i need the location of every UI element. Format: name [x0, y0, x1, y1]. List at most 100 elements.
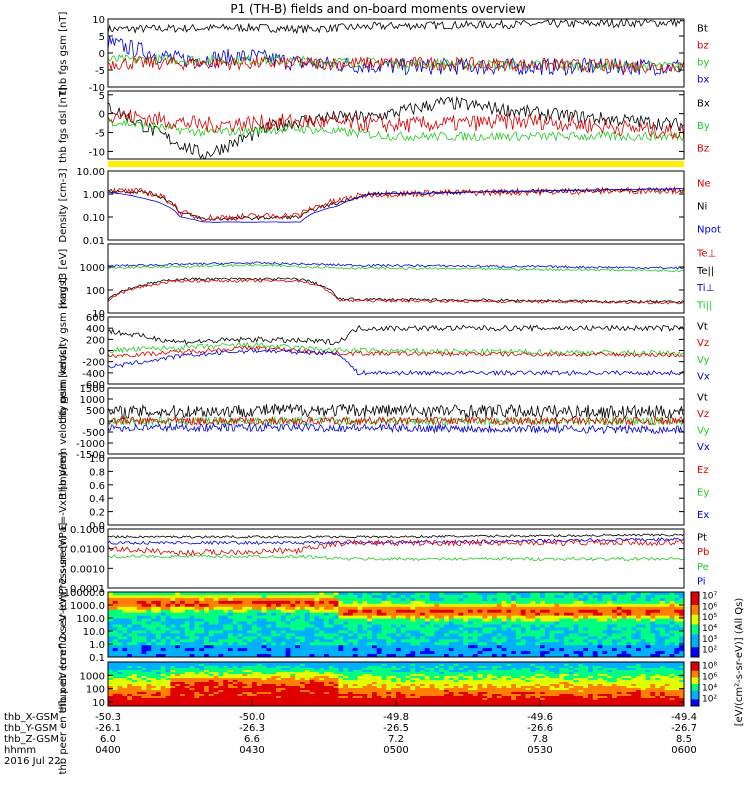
colorbar: [691, 592, 699, 658]
figure-title: P1 (TH-B) fields and on-board moments ov…: [230, 2, 526, 16]
ytick-label: -10: [89, 147, 105, 158]
legend-label: Ez: [697, 465, 709, 476]
legend-label: Vt: [697, 321, 708, 332]
xtick-label: -26.5: [383, 723, 409, 734]
ytick-label: 0: [99, 110, 105, 121]
legend-label: Pi: [697, 577, 706, 588]
panel-ylabel: thb peir en eflux eV (cm^2-s-sr-eV): [58, 536, 69, 714]
legend-label: Vt: [697, 392, 708, 403]
legend-label: Pe: [697, 562, 709, 573]
trace-Ti-perp: [107, 261, 685, 270]
ytick-label: 100: [86, 685, 105, 696]
xtick-label: 0430: [239, 745, 264, 756]
legend-label: by: [697, 58, 709, 69]
ytick-label: -5: [95, 129, 105, 140]
trace-By: [107, 118, 685, 142]
ytick-label: -5: [95, 66, 105, 77]
trace-peim-Vt: [107, 324, 685, 346]
ytick-label: -1000: [76, 439, 105, 450]
xtick-label: 7.8: [532, 734, 548, 745]
legend-label: Bx: [697, 98, 710, 109]
legend-label: Ni: [697, 202, 707, 213]
xtick-label: 0500: [383, 745, 408, 756]
ytick-label: -200: [82, 358, 105, 369]
legend-label: Ti||: [696, 300, 712, 311]
ytick-label: 0.0100: [70, 545, 105, 556]
colorbar-frame: [690, 591, 700, 658]
trace-Ti-par: [107, 263, 685, 273]
ytick-label: 0.4: [89, 494, 105, 505]
ytick-label: 0.10: [83, 213, 105, 224]
legend-label: Bz: [697, 144, 709, 155]
xaxis-row-label: thb_X-GSM: [4, 712, 59, 723]
legend-label: Npot: [697, 225, 721, 236]
ytick-label: 1000: [80, 395, 105, 406]
panel-ylabel: thb peem velocity gsm [km/s]: [58, 346, 69, 496]
ytick-label: 0.0010: [70, 564, 105, 575]
ytick-label: 600: [86, 313, 105, 324]
xtick-label: -49.4: [671, 712, 697, 723]
colorbar-tick: 10²: [702, 646, 717, 656]
ytick-label: 0.1000: [70, 525, 105, 536]
xtick-label: 0600: [671, 745, 696, 756]
ytick-label: 10: [92, 309, 105, 320]
xtick-label: -26.3: [239, 723, 265, 734]
ytick-label: 0.8: [89, 467, 105, 478]
ytick-label: -500: [82, 428, 105, 439]
colorbar-tick: 10⁸: [702, 662, 717, 672]
panel-frames: [107, 18, 700, 707]
xtick-label: -49.6: [527, 712, 553, 723]
legend-label: Pt: [697, 532, 707, 543]
ytick-label: 0.0001: [70, 584, 105, 595]
legend-label: By: [697, 121, 710, 132]
trace-Pt: [107, 533, 685, 539]
ytick-label: 10000.0: [64, 588, 105, 599]
panel-frame: [107, 243, 685, 314]
panel-ylabel: thb peer en eflux eV (cm^2-s-sr-eV): [58, 593, 69, 774]
trace-Pi: [107, 537, 685, 545]
xtick-label: -49.8: [383, 712, 409, 723]
xtick-label: -26.7: [671, 723, 697, 734]
xaxis-row-label: thb_Z-GSM: [4, 734, 59, 745]
legend-label: bx: [697, 75, 709, 86]
trace-peim-Vy: [107, 341, 685, 357]
panel-ylabel: thb fgs gsm [nT]: [58, 12, 69, 95]
ytick-label: 100: [86, 286, 105, 297]
xaxis-row-label: 2016 Jul 22: [4, 756, 61, 767]
trace-Te-perp: [107, 278, 685, 305]
colorbar-tick: 10⁴: [702, 684, 717, 694]
ytick-label: 10: [92, 698, 105, 709]
colorbar-tick: 10²: [702, 695, 717, 705]
colorbar-tick: 10⁶: [702, 602, 717, 612]
colorbar-tick: 10⁷: [702, 592, 717, 602]
ytick-label: 1.0: [89, 454, 105, 465]
xtick-label: 6.6: [244, 734, 260, 745]
legend-label: Vx: [697, 372, 710, 383]
trace-Pb: [107, 538, 685, 557]
labels: P1 (TH-B) fields and on-board moments ov…: [4, 2, 745, 774]
ytick-label: 1500: [80, 384, 105, 395]
trace-bz: [107, 55, 685, 74]
legend-label: Vy: [697, 425, 710, 436]
legend-label: Vz: [697, 409, 709, 420]
ytick-label: -400: [82, 369, 105, 380]
legend-label: Vx: [697, 442, 710, 453]
xaxis-row-label: thb_Y-GSM: [4, 723, 57, 734]
ytick-label: 5: [99, 32, 105, 43]
legend-label: Te⊥: [696, 249, 716, 260]
ytick-label: 10: [92, 15, 105, 26]
xtick-label: -50.0: [239, 712, 265, 723]
trace-bx: [107, 35, 685, 77]
panel-ylabel: E=-VxB [mV/m]: [58, 452, 69, 530]
trace-peem-Vt: [107, 403, 685, 420]
ytick-label: 100.0: [76, 614, 105, 625]
panel-frame: [107, 90, 685, 160]
panel-frame: [107, 528, 685, 589]
panel-frame: [107, 591, 685, 658]
ytick-label: 1.0: [89, 640, 105, 651]
trace-peem-Vz: [107, 415, 685, 427]
spectrogram-peir: [108, 592, 685, 658]
ytick-label: 500: [86, 406, 105, 417]
xtick-label: 7.2: [388, 734, 404, 745]
trace-Ne: [107, 185, 685, 222]
